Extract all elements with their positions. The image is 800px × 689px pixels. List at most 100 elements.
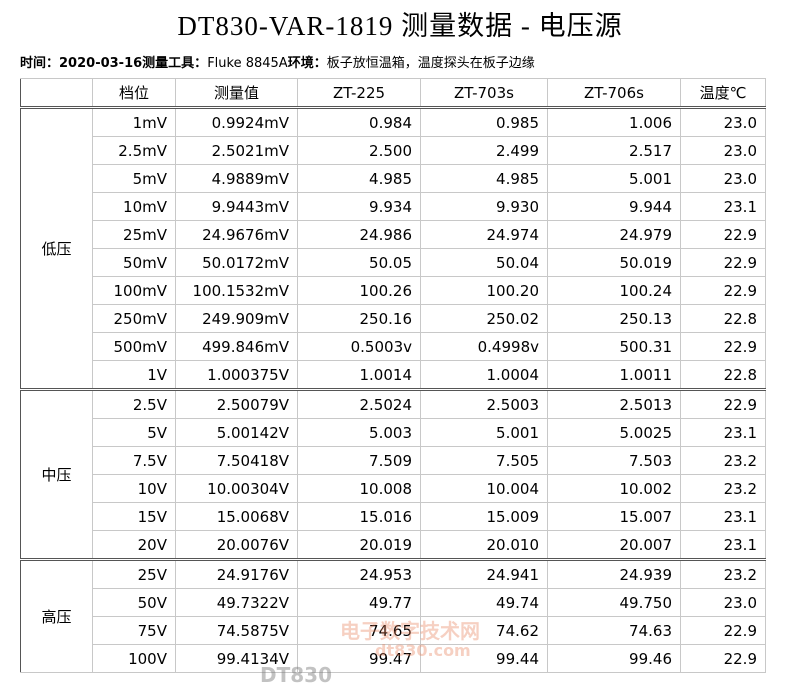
- cell: 2.5013: [547, 388, 681, 419]
- cell: 5.0025: [547, 418, 681, 447]
- data-row: 低压 1mV 0.9924mV 0.984 0.985 1.006 23.0: [20, 106, 766, 390]
- cell: 22.9: [680, 616, 766, 645]
- cell: 23.1: [680, 530, 766, 560]
- cell: 5.001: [420, 418, 548, 447]
- info-segment: Fluke 8845A: [207, 56, 288, 71]
- cell: 24.9176V: [175, 558, 298, 589]
- cell: 2.5V: [92, 388, 176, 419]
- cell: 5.00142V: [175, 418, 298, 447]
- data-row: 高压 25V 24.9176V 24.953 24.941 24.939 23.2: [20, 558, 766, 673]
- cell: 15.016: [297, 502, 421, 531]
- cell: 250.13: [547, 304, 681, 333]
- group-label: 中压: [20, 388, 93, 560]
- cell: 10.008: [297, 474, 421, 503]
- cell: 74.5875V: [175, 616, 298, 645]
- data-row: 500mV 499.846mV 0.5003v 0.4998v 500.31 22.9: [21, 332, 766, 361]
- info-segment: 测量工具：: [142, 56, 208, 71]
- cell: 49.750: [547, 588, 681, 617]
- cell: 10.002: [547, 474, 681, 503]
- cell: 50.0172mV: [175, 248, 298, 277]
- cell: 49.77: [297, 588, 421, 617]
- cell: 99.47: [297, 644, 421, 673]
- cell: 15.0068V: [175, 502, 298, 531]
- cell: 22.9: [680, 332, 766, 361]
- cell: 0.5003v: [297, 332, 421, 361]
- header-row: 档位 测量值 ZT-225 ZT-703s ZT-706s 温度℃: [20, 78, 766, 108]
- cell: 2.5024: [297, 388, 421, 419]
- cell: 1.0011: [547, 360, 681, 390]
- cell: 20.019: [297, 530, 421, 560]
- data-table: 档位 测量值 ZT-225 ZT-703s ZT-706s 温度℃ 低压 1mV 0.9924m…: [20, 78, 766, 673]
- header-cell: [20, 78, 93, 108]
- cell: 20.0076V: [175, 530, 298, 560]
- cell: 7.505: [420, 446, 548, 475]
- cell: 22.9: [680, 220, 766, 249]
- cell: 15.009: [420, 502, 548, 531]
- cell: 50.04: [420, 248, 548, 277]
- info-segment: 时间：: [20, 56, 60, 71]
- cell: 23.0: [680, 106, 766, 137]
- cell: 23.1: [680, 418, 766, 447]
- cell: 0.984: [297, 106, 421, 137]
- cell: 24.979: [547, 220, 681, 249]
- cell: 2.499: [420, 136, 548, 165]
- group-label: 低压: [20, 106, 93, 390]
- cell: 23.0: [680, 164, 766, 193]
- cell: 10mV: [92, 192, 176, 221]
- data-row: 2.5mV 2.5021mV 2.500 2.499 2.517 23.0: [21, 136, 766, 165]
- cell: 23.0: [680, 136, 766, 165]
- cell: 74.62: [420, 616, 548, 645]
- cell: 249.909mV: [175, 304, 298, 333]
- cell: 5mV: [92, 164, 176, 193]
- data-row: 100mV 100.1532mV 100.26 100.20 100.24 22.9: [21, 276, 766, 305]
- header-cell: 温度℃: [680, 78, 766, 108]
- cell: 23.1: [680, 192, 766, 221]
- cell: 74.65: [297, 616, 421, 645]
- info-line: 时间：2020-03-16测量工具：Fluke 8845A环境：板子放恒温箱，温…: [20, 52, 535, 71]
- cell: 50.019: [547, 248, 681, 277]
- data-row: 10mV 9.9443mV 9.934 9.930 9.944 23.1: [21, 192, 766, 221]
- group-label: 高压: [20, 558, 93, 673]
- cell: 24.941: [420, 558, 548, 589]
- cell: 24.939: [547, 558, 681, 589]
- cell: 1.0014: [297, 360, 421, 390]
- cell: 499.846mV: [175, 332, 298, 361]
- cell: 1.000375V: [175, 360, 298, 390]
- cell: 25mV: [92, 220, 176, 249]
- cell: 1.006: [547, 106, 681, 137]
- data-row: 75V 74.5875V 74.65 74.62 74.63 22.9: [21, 616, 766, 645]
- cell: 500mV: [92, 332, 176, 361]
- cell: 15V: [92, 502, 176, 531]
- cell: 100.1532mV: [175, 276, 298, 305]
- data-row: 10V 10.00304V 10.008 10.004 10.002 23.2: [21, 474, 766, 503]
- cell: 22.9: [680, 388, 766, 419]
- data-row: 中压 2.5V 2.50079V 2.5024 2.5003 2.5013 22.9: [20, 388, 766, 560]
- cell: 15.007: [547, 502, 681, 531]
- info-segment: 2020-03-16: [59, 56, 143, 71]
- cell: 10.004: [420, 474, 548, 503]
- data-row: 25mV 24.9676mV 24.986 24.974 24.979 22.9: [21, 220, 766, 249]
- cell: 20.007: [547, 530, 681, 560]
- cell: 2.500: [297, 136, 421, 165]
- cell: 2.5021mV: [175, 136, 298, 165]
- cell: 22.8: [680, 304, 766, 333]
- cell: 22.9: [680, 248, 766, 277]
- data-row: 15V 15.0068V 15.016 15.009 15.007 23.1: [21, 502, 766, 531]
- cell: 22.9: [680, 644, 766, 673]
- cell: 99.4134V: [175, 644, 298, 673]
- cell: 9.944: [547, 192, 681, 221]
- data-row: 20V 20.0076V 20.019 20.010 20.007 23.1: [21, 530, 766, 560]
- cell: 99.46: [547, 644, 681, 673]
- header-cell: ZT-706s: [547, 78, 681, 108]
- cell: 24.974: [420, 220, 548, 249]
- data-row: 1V 1.000375V 1.0014 1.0004 1.0011 22.8: [21, 360, 766, 390]
- info-segment: 板子放恒温箱，温度探头在板子边缘: [326, 56, 535, 71]
- info-segment: 环境：: [287, 56, 327, 71]
- header-cell: 档位: [92, 78, 176, 108]
- cell: 1.0004: [420, 360, 548, 390]
- cell: 10V: [92, 474, 176, 503]
- cell: 75V: [92, 616, 176, 645]
- data-row: 5V 5.00142V 5.003 5.001 5.0025 23.1: [21, 418, 766, 447]
- cell: 100V: [92, 644, 176, 673]
